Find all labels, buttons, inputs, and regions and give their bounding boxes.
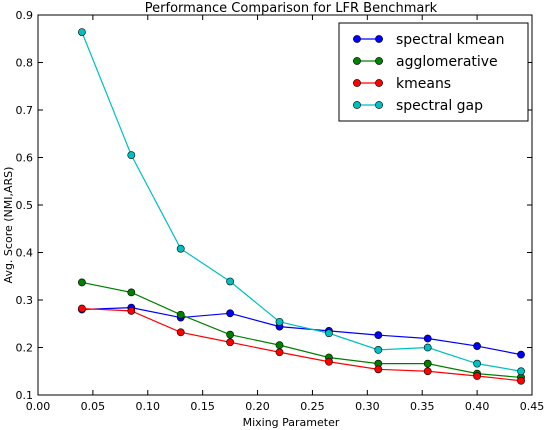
data-point [226, 277, 235, 286]
y-tick-label: 0.5 [16, 199, 34, 212]
legend-entry: agglomerative [353, 54, 498, 70]
data-point [275, 317, 284, 326]
data-point [374, 365, 383, 374]
x-tick-label: 0.25 [300, 400, 325, 413]
data-point [374, 345, 383, 354]
data-point [78, 304, 86, 313]
y-tick-label: 0.7 [16, 104, 34, 117]
legend-marker [353, 35, 361, 43]
x-tick-label: 0.15 [190, 400, 215, 413]
series-agglomerative [78, 278, 525, 382]
x-tick-label: 0.10 [136, 400, 161, 413]
x-tick-label: 0.40 [465, 400, 490, 413]
legend-label: agglomerative [396, 54, 498, 70]
y-tick-label: 0.8 [16, 57, 34, 70]
series-line [81, 306, 522, 356]
legend-entry: spectral gap [353, 98, 483, 114]
x-tick-label: 0.30 [355, 400, 380, 413]
data-point [78, 278, 86, 287]
data-point [176, 244, 185, 253]
series-kmeans [78, 304, 525, 385]
data-point [517, 367, 525, 376]
legend-entry: spectral kmean [353, 32, 504, 48]
x-tick-label: 0.35 [410, 400, 435, 413]
legend: spectral kmean agglomerative kmeans spectra… [338, 22, 529, 122]
plot-area: 0.00 0.05 0.10 0.15 0.20 0.25 0.30 0.35 0.40 0.45… [16, 9, 545, 413]
y-tick-label: 0.2 [16, 342, 34, 355]
legend-marker [375, 35, 383, 43]
data-point [176, 328, 185, 337]
data-point [127, 288, 136, 297]
legend-label: kmeans [396, 76, 451, 92]
data-point [226, 330, 235, 339]
data-point [423, 334, 432, 343]
legend-marker [375, 101, 383, 109]
data-point [325, 329, 333, 338]
x-tick-label: 0.45 [520, 400, 545, 413]
data-point [78, 28, 86, 36]
x-tick-label: 0.00 [26, 400, 51, 413]
data-point [127, 151, 136, 160]
y-tick-label: 0.3 [16, 294, 34, 307]
chart-title: Performance Comparison for LFR Benchmark [145, 1, 438, 16]
x-tick-label: 0.05 [81, 400, 106, 413]
y-axis-label: Avg. Score (NMI,ARS) [2, 167, 15, 284]
y-tick-label: 0.4 [16, 247, 34, 260]
data-point [226, 338, 235, 347]
data-point [473, 372, 482, 380]
series-line [81, 307, 522, 382]
legend-entry: kmeans [353, 76, 451, 92]
data-point [275, 341, 284, 350]
y-tick-label: 0.1 [16, 389, 34, 402]
data-point [226, 309, 235, 318]
data-point [517, 350, 525, 359]
data-point [374, 331, 383, 340]
series-spectral-gap [78, 28, 525, 376]
legend-marker [375, 79, 383, 87]
legend-marker [375, 57, 383, 65]
data-point [176, 310, 185, 319]
data-point [325, 357, 333, 366]
data-point [423, 359, 432, 368]
y-tick-label: 0.6 [16, 152, 34, 165]
legend-marker [353, 79, 361, 87]
y-tick-label: 0.9 [16, 9, 34, 22]
series-line [81, 281, 522, 379]
legend-label: spectral gap [396, 98, 483, 114]
legend-marker [353, 57, 361, 65]
data-point [473, 342, 482, 350]
x-tick-label: 0.20 [245, 400, 270, 413]
data-point [275, 348, 284, 357]
series-line [81, 31, 522, 372]
data-point [517, 376, 525, 385]
data-point [423, 367, 432, 376]
data-point [127, 307, 136, 315]
data-point [473, 359, 482, 368]
legend-marker [353, 101, 361, 109]
legend-label: spectral kmean [396, 32, 504, 48]
data-point [423, 343, 432, 352]
x-axis-label: Mixing Parameter [243, 416, 340, 429]
